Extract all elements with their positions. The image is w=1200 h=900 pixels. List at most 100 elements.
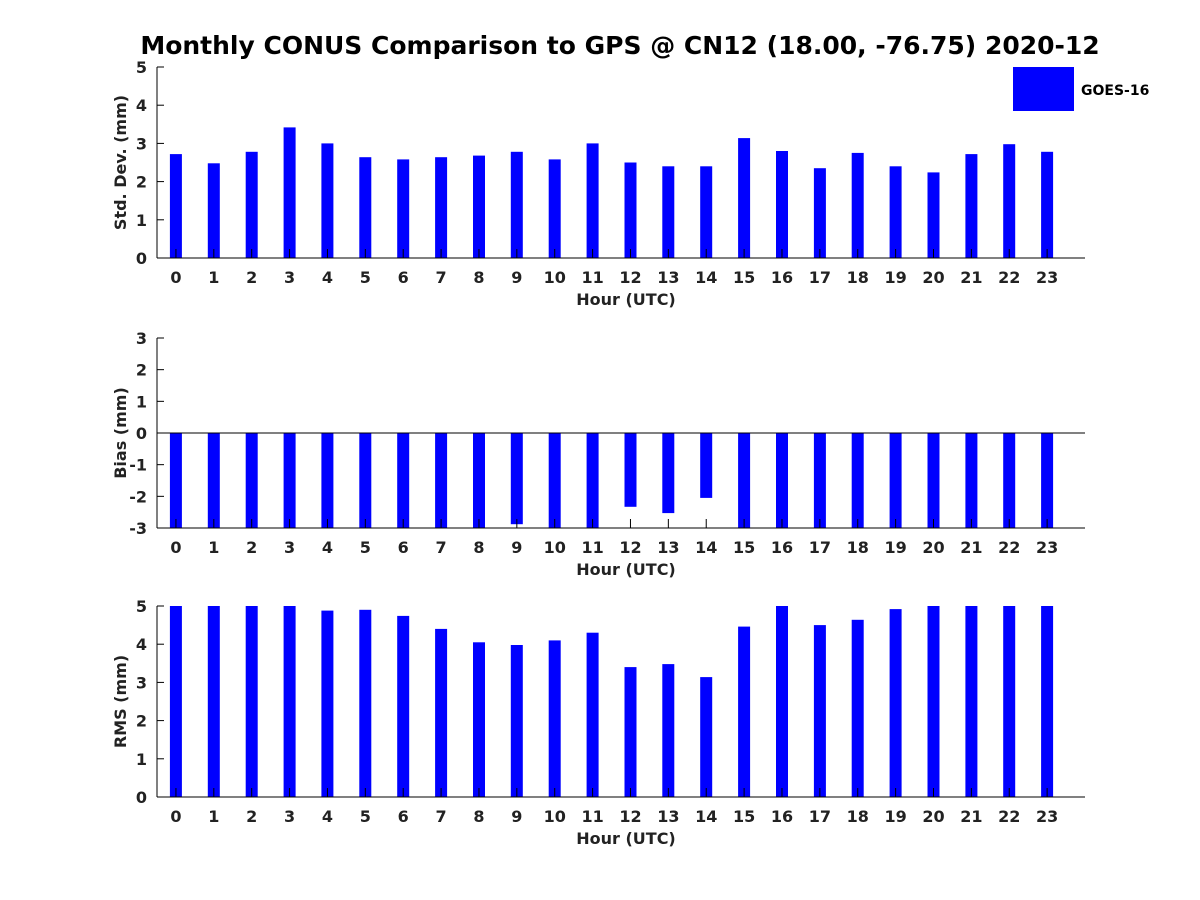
y-tick-label: 5 (136, 58, 147, 77)
bar-20 (927, 606, 940, 797)
bar-19 (889, 433, 902, 528)
x-tick-label: 14 (695, 807, 717, 826)
x-tick-label: 15 (733, 268, 755, 287)
x-tick-label: 5 (360, 538, 371, 557)
x-tick-label: 11 (581, 807, 603, 826)
x-tick-label: 7 (436, 807, 447, 826)
x-tick-label: 4 (322, 268, 333, 287)
x-tick-label: 4 (322, 807, 333, 826)
x-axis-label: Hour (UTC) (576, 560, 676, 579)
chart-title: Monthly CONUS Comparison to GPS @ CN12 (… (140, 31, 1099, 60)
bar-9 (510, 433, 523, 525)
y-tick-label: -3 (129, 519, 147, 538)
bar-19 (889, 609, 902, 797)
x-tick-label: 23 (1036, 807, 1058, 826)
x-tick-label: 22 (998, 807, 1020, 826)
y-tick-label: 2 (136, 361, 147, 380)
legend-label: GOES-16 (1081, 83, 1149, 99)
bar-11 (586, 143, 599, 258)
x-tick-label: 19 (884, 268, 906, 287)
bar-7 (435, 628, 448, 797)
bar-4 (321, 610, 334, 797)
x-tick-label: 20 (922, 268, 944, 287)
bar-14 (700, 166, 713, 258)
bar-6 (397, 159, 410, 258)
x-tick-label: 18 (847, 268, 869, 287)
x-tick-label: 2 (246, 538, 257, 557)
bar-10 (548, 433, 561, 528)
bar-17 (813, 625, 826, 797)
legend: GOES-16 (1013, 67, 1149, 111)
bar-19 (889, 166, 902, 258)
bar-13 (662, 664, 675, 797)
x-tick-label: 6 (398, 807, 409, 826)
bar-12 (624, 667, 637, 797)
x-tick-label: 17 (809, 538, 831, 557)
x-axis-label: Hour (UTC) (576, 829, 676, 848)
bar-16 (776, 151, 788, 258)
y-tick-label: 0 (136, 788, 147, 807)
y-tick-label: 0 (136, 249, 147, 268)
x-tick-label: 3 (284, 538, 295, 557)
x-tick-label: 0 (170, 268, 181, 287)
x-tick-label: 9 (511, 268, 522, 287)
x-tick-label: 8 (473, 538, 484, 557)
bar-1 (207, 433, 220, 528)
bar-17 (813, 433, 826, 528)
x-tick-label: 17 (809, 807, 831, 826)
x-tick-label: 20 (922, 807, 944, 826)
x-tick-label: 14 (695, 268, 717, 287)
x-tick-label: 2 (246, 268, 257, 287)
bar-8 (473, 433, 485, 528)
y-tick-label: 3 (136, 329, 147, 348)
bar-15 (738, 433, 751, 528)
bar-6 (397, 615, 410, 797)
x-tick-label: 10 (544, 538, 566, 557)
bar-7 (435, 157, 448, 258)
x-tick-label: 10 (544, 807, 566, 826)
bar-2 (245, 433, 258, 528)
y-tick-label: 3 (136, 673, 147, 692)
x-tick-label: 18 (847, 807, 869, 826)
bar-11 (586, 433, 599, 528)
x-tick-label: 11 (581, 268, 603, 287)
bar-8 (473, 642, 485, 797)
bar-22 (1003, 144, 1016, 258)
x-tick-label: 3 (284, 268, 295, 287)
x-tick-label: 1 (208, 807, 219, 826)
bar-2 (245, 151, 258, 258)
bar-15 (738, 626, 751, 797)
bar-4 (321, 433, 334, 528)
bar-0 (169, 433, 182, 528)
bar-9 (510, 645, 523, 797)
x-tick-label: 12 (619, 807, 641, 826)
bar-4 (321, 143, 334, 258)
x-tick-label: 22 (998, 268, 1020, 287)
bar-15 (738, 138, 751, 258)
x-tick-label: 11 (581, 538, 603, 557)
x-tick-label: 17 (809, 268, 831, 287)
bar-18 (851, 152, 864, 258)
bar-12 (624, 433, 637, 507)
y-tick-label: 0 (136, 424, 147, 443)
x-tick-label: 16 (771, 807, 793, 826)
bar-18 (851, 619, 864, 797)
bar-21 (965, 433, 978, 528)
y-tick-label: 4 (136, 96, 147, 115)
x-tick-label: 23 (1036, 538, 1058, 557)
y-axis-label: RMS (mm) (111, 655, 130, 748)
x-tick-label: 9 (511, 538, 522, 557)
bar-5 (359, 157, 372, 258)
bar-7 (435, 433, 448, 528)
x-tick-label: 0 (170, 538, 181, 557)
x-tick-label: 13 (657, 268, 679, 287)
bar-2 (245, 606, 258, 797)
y-tick-label: -1 (129, 456, 147, 475)
bar-23 (1041, 606, 1054, 797)
bar-12 (624, 162, 637, 258)
x-tick-label: 2 (246, 807, 257, 826)
bar-5 (359, 433, 372, 528)
